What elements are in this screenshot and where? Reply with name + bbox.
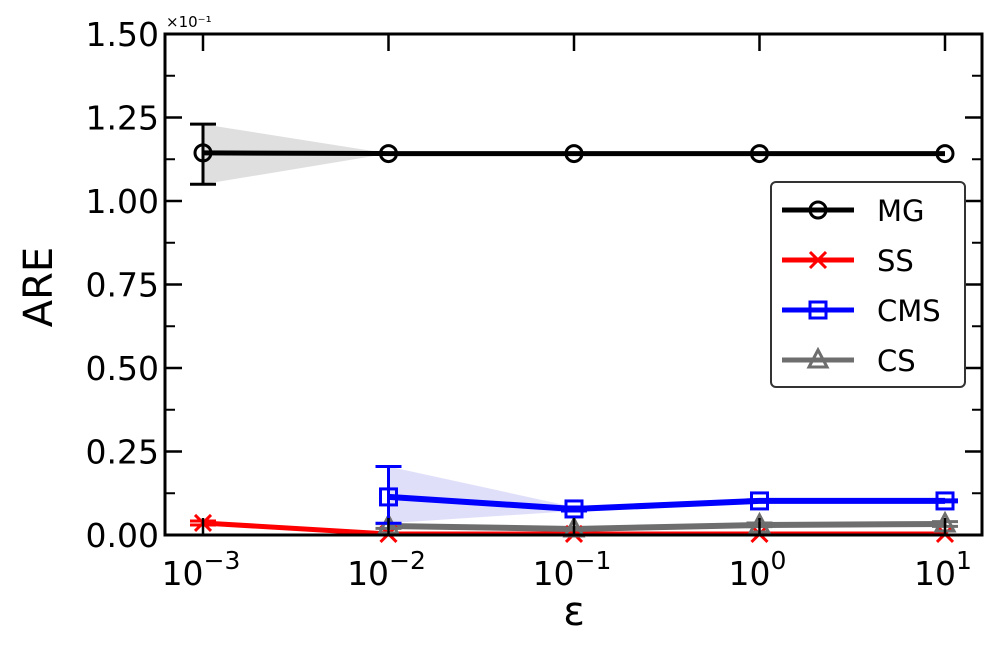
- legend-mg-circle-icon: [808, 200, 828, 220]
- cms-error-band: [388, 466, 945, 524]
- y-tick-label: 0.00: [86, 516, 159, 555]
- mg-marker-circle-icon: [379, 144, 398, 164]
- y-tick-label: 1.00: [86, 182, 159, 221]
- mg-marker-circle-icon: [935, 144, 955, 164]
- y-offset-label: ×10⁻¹: [166, 13, 212, 31]
- y-tick-label: 0.50: [86, 349, 159, 388]
- x-axis: 10−3 10−2 10−1 100 101: [162, 34, 972, 593]
- y-tick-label: 1.50: [86, 15, 159, 54]
- legend-label-cms: CMS: [877, 294, 941, 328]
- legend: MG SS CMS CS: [770, 181, 966, 388]
- cms-line: [388, 493, 945, 512]
- legend-cs-triangle-icon: [806, 346, 830, 369]
- legend-label-ss: SS: [877, 244, 914, 278]
- x-tick-label: 10−1: [533, 546, 612, 593]
- cms-marker-square-icon: [750, 491, 769, 511]
- legend-label-mg: MG: [877, 194, 925, 228]
- legend-item-cs: CS: [782, 344, 916, 378]
- legend-ss-x-icon: [808, 250, 828, 270]
- cms-marker-square-icon: [379, 487, 398, 507]
- mg-marker-circle-icon: [193, 143, 213, 163]
- legend-label-cs: CS: [877, 344, 916, 378]
- y-tick-label: 0.75: [86, 266, 159, 305]
- cs-line: [388, 520, 946, 532]
- legend-item-ss: SS: [782, 244, 914, 278]
- y-axis-label: ARE: [16, 247, 62, 327]
- cms-marker-square-icon: [935, 491, 955, 511]
- legend-cms-square-icon: [808, 300, 828, 320]
- x-tick-label: 100: [729, 546, 787, 593]
- x-axis-label: ε: [563, 589, 585, 635]
- y-tick-label: 1.25: [86, 99, 159, 138]
- mg-marker-circle-icon: [564, 144, 584, 164]
- y-axis: 0.00 0.25 0.50 0.75 1.00 1.25 1.50: [86, 15, 982, 555]
- legend-item-cms: CMS: [782, 294, 941, 328]
- x-tick-label: 101: [914, 546, 972, 593]
- cms-marker-square-icon: [564, 499, 584, 519]
- legend-item-mg: MG: [782, 194, 925, 228]
- x-tick-label: 10−2: [347, 546, 426, 593]
- y-tick-label: 0.25: [86, 433, 159, 472]
- mg-line: [202, 150, 945, 157]
- legend-box: [770, 181, 966, 388]
- mg-marker-circle-icon: [750, 144, 769, 164]
- x-tick-label: 10−3: [162, 546, 241, 593]
